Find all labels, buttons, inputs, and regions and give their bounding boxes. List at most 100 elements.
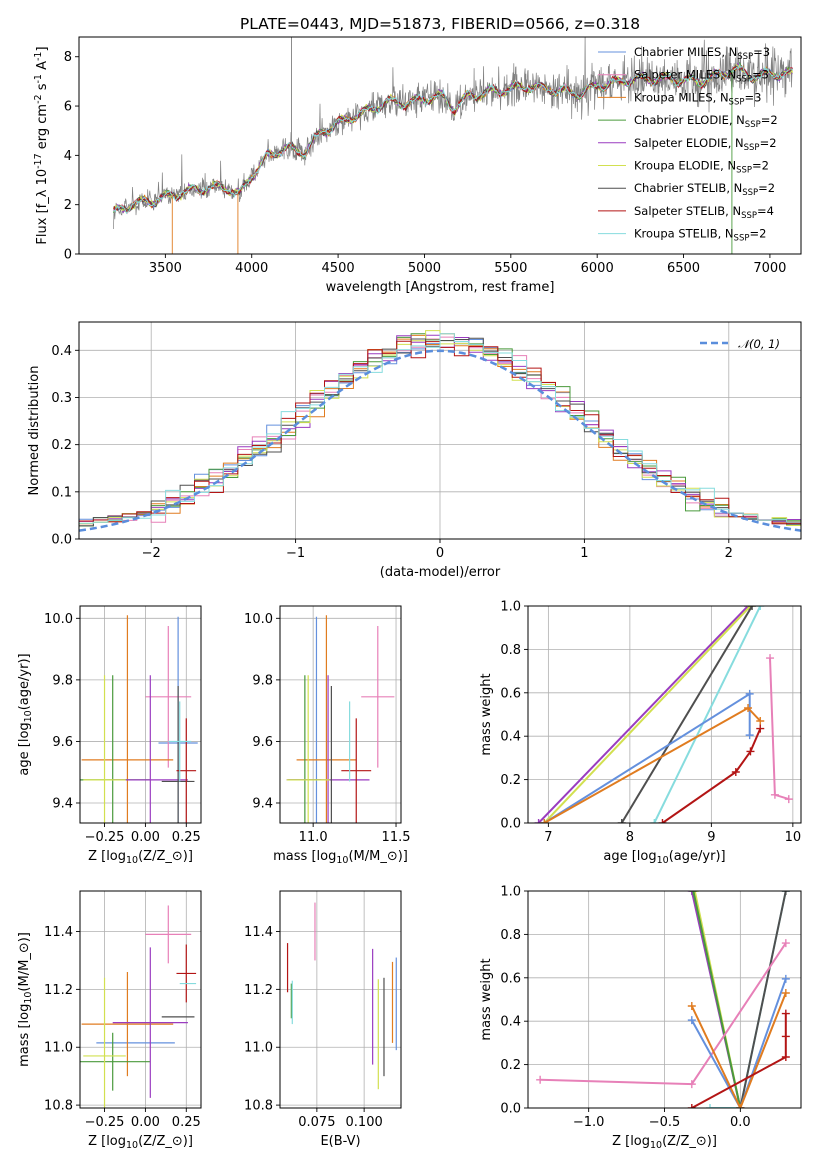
y-tick-label: 0.8: [500, 928, 521, 943]
y-tick-label: 10.0: [44, 612, 73, 627]
label-part: mass weight: [479, 673, 494, 755]
legend-suffix: =3: [752, 68, 769, 82]
label-part: Z [log: [612, 1134, 650, 1149]
label-part: (Z/Z_⊙)]: [138, 849, 193, 864]
x-tick-label: −0.25: [85, 1115, 125, 1130]
plot-area: [80, 905, 197, 1108]
legend-sub: SSP: [734, 234, 750, 244]
axes-frame: [279, 890, 402, 1109]
legend-suffix: =2: [749, 227, 766, 241]
y-tick-label: 9.4: [52, 796, 73, 811]
label-part: A: [35, 61, 50, 74]
weight-line-salpeter_elodie: [537, 606, 749, 823]
x-tick-label: 0.100: [346, 1115, 383, 1130]
legend-entry-salpeter_miles: Salpeter MILES, NSSP=3: [634, 68, 769, 85]
legend-sub: SSP: [745, 120, 761, 130]
x-tick-label: 11.0: [299, 830, 328, 845]
x-tick-label: −1.0: [573, 1115, 605, 1130]
weight-line-chabrier_miles: [543, 692, 751, 823]
x-tick-label: 4000: [235, 261, 268, 276]
y-tick-label: 6: [64, 100, 72, 115]
legend-entry-kroupa_stelib: Kroupa STELIB, NSSP=2: [634, 227, 766, 244]
x-tick-label: 0.00: [131, 830, 160, 845]
x-tick-label: 0.075: [298, 1115, 335, 1130]
weight-line-chabrier_miles: [690, 978, 787, 1108]
weight-marker-kroupa_miles: [781, 988, 790, 997]
axes-frame: [78, 36, 802, 255]
x-tick-label: −0.5: [649, 1115, 681, 1130]
y-axis-label: mass weight: [479, 673, 494, 755]
y-tick-label: 0.6: [500, 971, 521, 986]
legend-suffix: =2: [760, 136, 777, 150]
y-tick-label: 11.0: [44, 1041, 73, 1056]
label-part: age [log: [603, 849, 656, 864]
age-vs-Z-panel: −0.25 0.00 0.259.49.69.810.0Z [log10(Z/Z_⊙…: [17, 605, 202, 866]
x-tick-label: −0.25: [85, 830, 125, 845]
legend-label: Kroupa MILES, N: [634, 90, 729, 104]
legend-label: Chabrier ELODIE, N: [634, 113, 745, 127]
x-tick-label: 6000: [581, 261, 614, 276]
legend-suffix: =2: [758, 181, 775, 195]
legend-sub: SSP: [729, 97, 745, 107]
label-part: ]: [35, 46, 50, 51]
legend-label: Kroupa ELODIE, N: [634, 159, 736, 173]
y-tick-label: 0.3: [51, 391, 72, 406]
x-axis-label: Z [log10(Z/Z_⊙)]: [612, 1134, 717, 1151]
weight-marker-chabrier_miles: [745, 731, 754, 740]
label-part: -2: [33, 94, 44, 103]
model-line-kroupa_stelib: [113, 63, 793, 215]
y-tick-label: 0: [64, 248, 72, 263]
x-tick-label: 8: [626, 830, 634, 845]
weight-marker-kroupa_stelib: [756, 606, 765, 610]
y-tick-label: 0.6: [500, 686, 521, 701]
weight-marker-salpeter_stelib: [658, 819, 667, 823]
mass-weight-vs-Z-panel: −1.0 −0.5 0.0 0.0 0.2 0.4 0.6 0.8 1.0 Z [log10(Z/…: [479, 885, 802, 1151]
x-axis-label: mass [log10(M/M_⊙)]: [273, 849, 408, 866]
y-tick-label: 1.0: [500, 600, 521, 615]
y-tick-label: 0.2: [500, 1058, 521, 1073]
residual-panel: −2 −1 0 1 2 0.0 0.1 0.2 0.3 0.4 (data-model)/error…: [27, 321, 802, 580]
y-axis-label: mass [log10(M/M_⊙)]: [17, 932, 34, 1067]
legend-entry-salpeter_stelib: Salpeter STELIB, NSSP=4: [634, 204, 774, 221]
label-part: Normed distribution: [27, 366, 42, 496]
weight-line-kroupa_miles: [690, 992, 787, 1108]
legend-label: Salpeter ELODIE, N: [634, 136, 744, 150]
weight-line-chabrier_stelib: [620, 606, 753, 823]
label-part: Z [log: [88, 1134, 126, 1149]
spectrum-panel: 3500 4000 4500 5000 5500 6000 6500 7000 0 2 4 6 8 wav…: [33, 15, 802, 295]
legend-entry-chabrier_stelib: Chabrier STELIB, NSSP=2: [634, 181, 775, 198]
weight-line-kroupa_stelib: [653, 606, 762, 823]
legend-suffix: =3: [744, 90, 761, 104]
legend-label: Chabrier MILES, N: [634, 45, 737, 59]
weight-line-chabrier_stelib: [739, 891, 787, 1108]
label-part: s: [35, 83, 50, 94]
weight-marker-salpeter_elodie: [534, 819, 543, 823]
y-tick-label: 2: [64, 198, 72, 213]
label-part: 10: [23, 992, 34, 1004]
plot-area: [80, 615, 198, 823]
weight-marker-salpeter_miles: [766, 654, 775, 663]
y-tick-label: 0.0: [500, 1102, 521, 1117]
x-tick-label: 2: [725, 546, 733, 561]
label-part: mass [log: [17, 1004, 32, 1067]
x-axis-label: Z [log10(Z/Z_⊙)]: [88, 849, 193, 866]
weight-marker-chabrier_stelib: [617, 819, 626, 823]
age-vs-mass-panel: 11.0 11.5 9.4 9.6 9.8 10.0 mass [log10(M/M_⊙)]: [244, 605, 411, 866]
label-part: -17: [33, 153, 44, 169]
y-tick-label: 9.8: [52, 673, 73, 688]
x-tick-label: 1: [580, 546, 588, 561]
legend-suffix: =3: [753, 45, 770, 59]
legend-suffix: =2: [752, 159, 769, 173]
x-tick-label: 5500: [494, 261, 527, 276]
x-tick-label: 0.25: [172, 830, 201, 845]
legend-entry-kroupa_miles: Kroupa MILES, NSSP=3: [634, 90, 761, 107]
legend-sub: SSP: [737, 52, 753, 62]
x-axis-label: age [log10(age/yr)]: [603, 849, 725, 866]
y-tick-label: 11.4: [44, 925, 73, 940]
x-tick-label: 6500: [667, 261, 700, 276]
y-tick-label: 0.2: [51, 438, 72, 453]
y-tick-label: 10.0: [244, 612, 273, 627]
